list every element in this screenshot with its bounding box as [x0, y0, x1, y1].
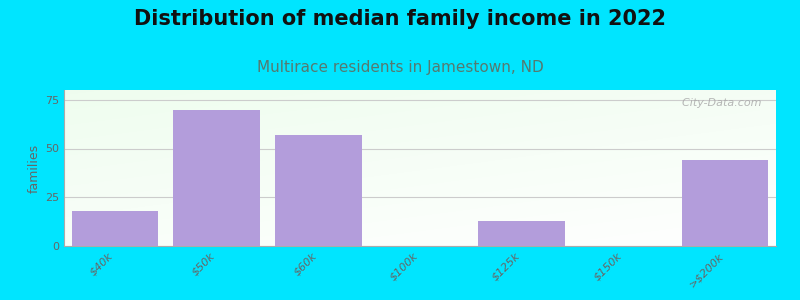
Text: City-Data.com: City-Data.com — [675, 98, 762, 108]
Bar — [72, 211, 158, 246]
Bar — [174, 110, 260, 246]
Bar — [682, 160, 768, 246]
Y-axis label: families: families — [28, 143, 41, 193]
Bar — [275, 135, 362, 246]
Text: Multirace residents in Jamestown, ND: Multirace residents in Jamestown, ND — [257, 60, 543, 75]
Text: Distribution of median family income in 2022: Distribution of median family income in … — [134, 9, 666, 29]
Bar — [478, 221, 565, 246]
